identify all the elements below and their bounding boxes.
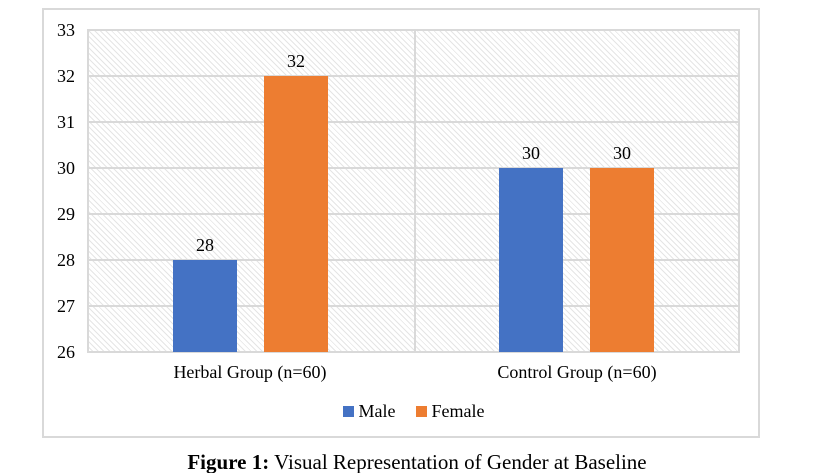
legend-item-male: Male bbox=[342, 400, 396, 422]
vertical-gridline bbox=[738, 30, 740, 352]
bar-data-label: 30 bbox=[522, 143, 540, 163]
legend: Male Female bbox=[87, 400, 740, 422]
bar-data-label: 28 bbox=[196, 235, 214, 255]
legend-swatch-female-icon bbox=[415, 405, 427, 417]
horizontal-gridline bbox=[87, 75, 740, 77]
vertical-gridline bbox=[414, 30, 416, 352]
legend-item-female: Female bbox=[415, 400, 485, 422]
figure-caption: Figure 1: Visual Representation of Gende… bbox=[0, 449, 834, 473]
horizontal-gridline bbox=[87, 305, 740, 307]
bar-data-label: 30 bbox=[613, 143, 631, 163]
horizontal-gridline bbox=[87, 121, 740, 123]
bar-male-0 bbox=[173, 260, 237, 352]
horizontal-gridline bbox=[87, 259, 740, 261]
horizontal-gridline bbox=[87, 351, 740, 353]
legend-label: Male bbox=[358, 401, 396, 421]
horizontal-gridline bbox=[87, 213, 740, 215]
bar-male-1 bbox=[499, 168, 563, 352]
plot-area: 28 32 30 30 bbox=[87, 29, 740, 353]
figure-caption-text: Visual Representation of Gender at Basel… bbox=[269, 450, 647, 473]
horizontal-gridline bbox=[87, 29, 740, 31]
vertical-gridline bbox=[87, 30, 89, 352]
bar-data-label: 32 bbox=[287, 51, 305, 71]
horizontal-gridline bbox=[87, 167, 740, 169]
legend-swatch-male-icon bbox=[342, 405, 354, 417]
legend-label: Female bbox=[431, 401, 485, 421]
bar-female-0 bbox=[264, 76, 328, 352]
figure-caption-prefix: Figure 1: bbox=[187, 450, 270, 473]
bar-female-1 bbox=[590, 168, 654, 352]
